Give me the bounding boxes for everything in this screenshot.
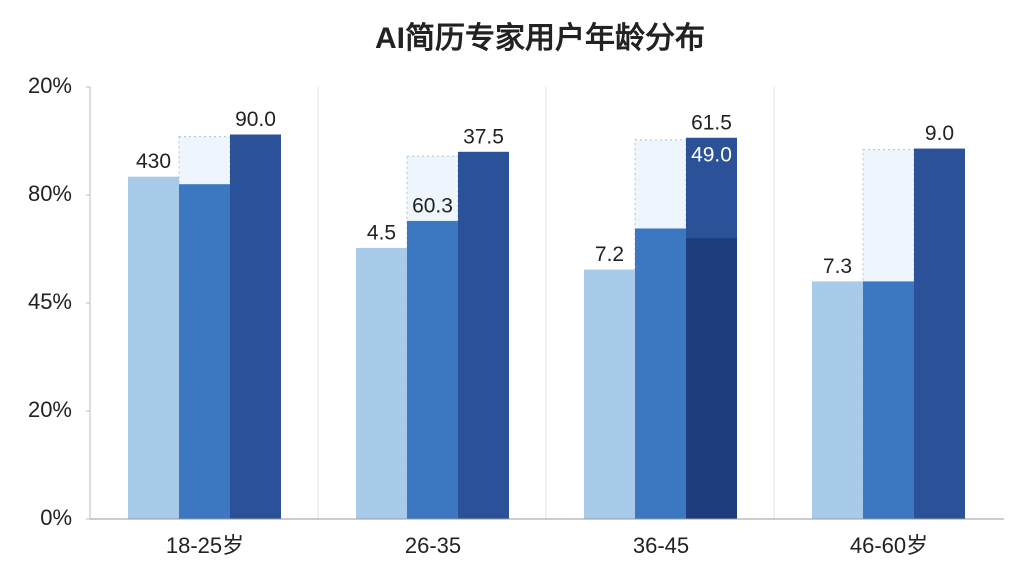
y-tick-label: 20% [28,397,72,422]
value-label: 37.5 [463,125,504,148]
x-tick-label: 36-45 [633,533,689,558]
bar [812,281,863,519]
x-tick-label: 26-35 [405,533,461,558]
value-label: 4.5 [367,221,396,244]
value-label: 9.0 [925,122,954,145]
value-label: 61.5 [691,111,732,134]
value-label: 430 [136,150,171,173]
value-label: 60.3 [412,194,453,217]
bar [686,238,737,519]
bar [458,151,509,520]
x-tick-label: 18-25岁 [166,533,244,558]
bar [230,134,281,519]
y-tick-label: 20% [28,73,72,98]
value-label: 90.0 [235,108,276,131]
bar [914,148,965,519]
bar [356,247,407,520]
bar [635,228,686,520]
bar [584,269,635,519]
x-tick-label: 46-60岁 [850,533,928,558]
chart-title: AI简历专家用户年龄分布 [375,21,705,55]
bar [407,220,458,520]
bar [179,184,230,519]
y-tick-label: 0% [40,505,72,530]
bar [863,281,914,519]
value-label: 7.2 [595,243,624,266]
y-tick-label: 45% [28,289,72,314]
value-label: 7.3 [823,255,852,278]
value-label: 49.0 [691,143,732,166]
y-tick-label: 80% [28,181,72,206]
bar [128,176,179,519]
